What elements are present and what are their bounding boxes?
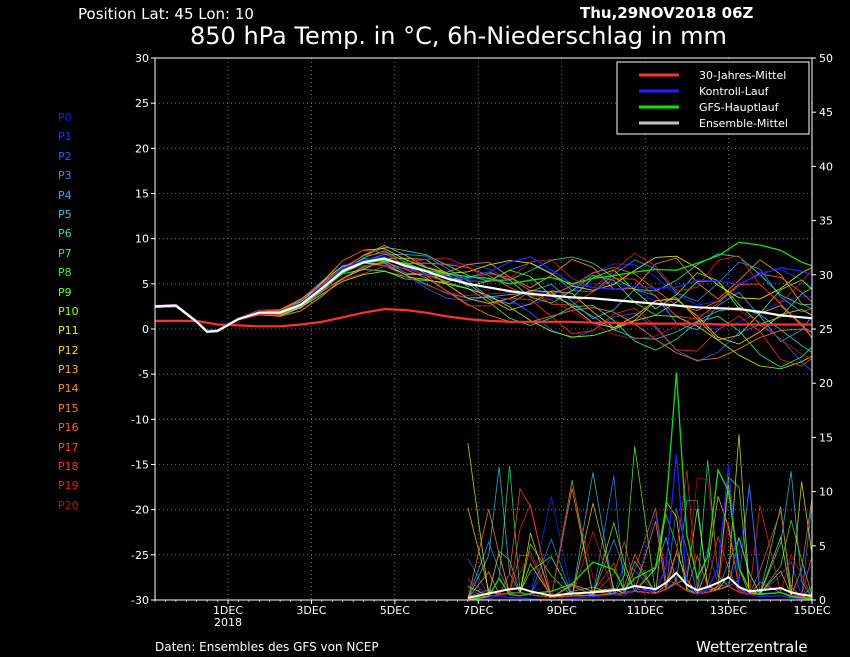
ensemble-member-list: P0 P1 P2 P3 P4 P5 P6 P7 P8 P9 P10 P11 P12 P13 P14 P15 P1…	[58, 108, 108, 515]
ensemble-mean-line	[154, 257, 813, 333]
climate-mean-line	[155, 307, 812, 328]
y-left-tick-label: 15	[135, 188, 149, 201]
member-label-p10: P10	[58, 304, 79, 318]
y-left-tick-label: 10	[135, 233, 149, 246]
y-right-tick-label: 40	[819, 160, 833, 173]
y-right-tick-label: 15	[819, 431, 833, 444]
x-tick-label: 15DEC	[793, 604, 830, 617]
member-label-p3: P3	[58, 169, 72, 183]
x-tick-label: 7DEC	[463, 604, 493, 617]
member-label-p7: P7	[58, 246, 72, 260]
y-left-tick-label: 5	[142, 278, 149, 291]
y-right-tick-label: 10	[819, 486, 833, 499]
y-right-tick-label: 5	[819, 540, 826, 553]
member-label-p5: P5	[58, 207, 72, 221]
x-tick-label: 9DEC	[547, 604, 577, 617]
position-label: Position Lat: 45 Lon: 10	[78, 5, 254, 23]
member-label-p14: P14	[58, 382, 79, 396]
ensemble-mean-precip-line	[467, 571, 813, 599]
legend-label: Ensemble-Mittel	[699, 117, 788, 130]
member-precip-line	[467, 477, 813, 598]
x-tick-label: 1DEC	[213, 604, 243, 617]
member-label-p18: P18	[58, 460, 79, 474]
y-right-tick-label: 35	[819, 215, 833, 228]
legend-label: GFS-Hauptlauf	[699, 101, 780, 114]
y-left-tick-label: -25	[131, 549, 149, 562]
y-left-tick-label: -30	[131, 594, 149, 607]
chart-title: 850 hPa Temp. in °C, 6h-Niederschlag in …	[190, 22, 727, 50]
y-left-tick-label: 0	[142, 323, 149, 336]
run-date-label: Thu,29NOV2018 06Z	[580, 4, 754, 22]
member-precip-line	[467, 469, 813, 600]
y-right-tick-label: 25	[819, 323, 833, 336]
x-tick-sublabel: 2018	[214, 616, 242, 629]
brand-label: Wetterzentrale	[696, 638, 808, 656]
y-right-tick-label: 0	[819, 594, 826, 607]
member-label-p8: P8	[58, 266, 72, 280]
member-precip-line	[467, 487, 813, 600]
member-temperature-line	[154, 249, 813, 332]
member-label-p20: P20	[58, 498, 79, 512]
y-left-tick-label: 25	[135, 97, 149, 110]
y-left-tick-label: 20	[135, 142, 149, 155]
y-left-tick-label: -5	[138, 368, 149, 381]
member-temperature-line	[154, 246, 813, 332]
control-run-precip-line	[467, 453, 813, 601]
x-tick-label: 13DEC	[710, 604, 747, 617]
data-source-label: Daten: Ensembles des GFS von NCEP	[155, 640, 379, 654]
legend-label: 30-Jahres-Mittel	[699, 69, 786, 82]
member-label-p15: P15	[58, 401, 79, 415]
member-label-p9: P9	[58, 285, 72, 299]
y-right-tick-label: 30	[819, 269, 833, 282]
y-left-tick-label: -15	[131, 459, 149, 472]
member-label-p4: P4	[58, 188, 72, 202]
y-right-tick-label: 45	[819, 106, 833, 119]
member-label-p6: P6	[58, 227, 72, 241]
member-label-p12: P12	[58, 343, 79, 357]
member-label-p0: P0	[58, 111, 72, 124]
x-tick-label: 5DEC	[380, 604, 410, 617]
x-tick-label: 11DEC	[627, 604, 664, 617]
member-label-p2: P2	[58, 149, 72, 163]
y-right-tick-label: 50	[819, 52, 833, 65]
member-label-p11: P11	[58, 324, 79, 338]
member-label-p1: P1	[58, 130, 72, 144]
member-label-p16: P16	[58, 421, 79, 435]
y-left-tick-label: 30	[135, 52, 149, 65]
y-left-tick-label: -10	[131, 413, 149, 426]
x-tick-label: 3DEC	[296, 604, 326, 617]
member-label-p19: P19	[58, 479, 79, 493]
member-temperature-line	[154, 265, 813, 360]
y-right-tick-label: 20	[819, 377, 833, 390]
legend-label: Kontroll-Lauf	[699, 85, 770, 98]
member-label-p13: P13	[58, 363, 79, 377]
main-run-precip-line	[467, 372, 813, 601]
member-label-p17: P17	[58, 440, 79, 454]
y-left-tick-label: -20	[131, 504, 149, 517]
member-temperature-line	[154, 248, 813, 331]
